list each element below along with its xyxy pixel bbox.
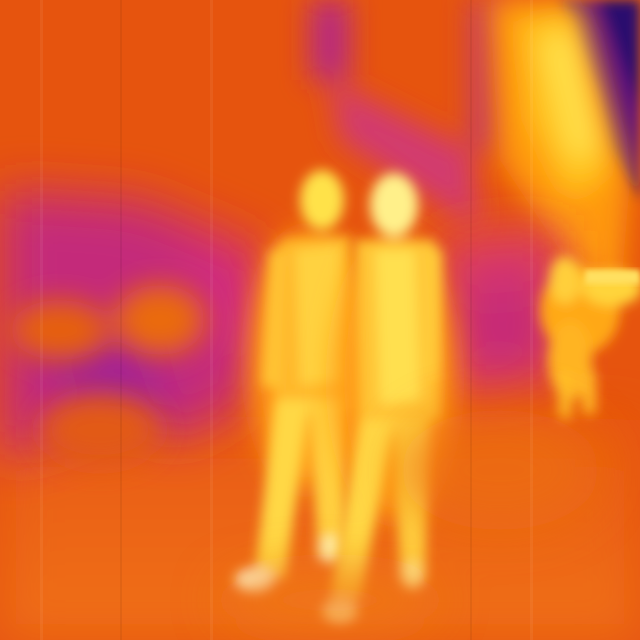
warm-blotches-left xyxy=(10,285,205,465)
person-left-head xyxy=(300,170,344,230)
sensor-streaks xyxy=(40,0,533,640)
right-shadows xyxy=(440,230,560,400)
ground-glow xyxy=(220,410,600,630)
person-right-head xyxy=(370,173,418,237)
dog-leash xyxy=(585,270,640,284)
person-right xyxy=(322,173,455,622)
hot-wall-right xyxy=(490,0,630,300)
dog xyxy=(540,256,640,420)
